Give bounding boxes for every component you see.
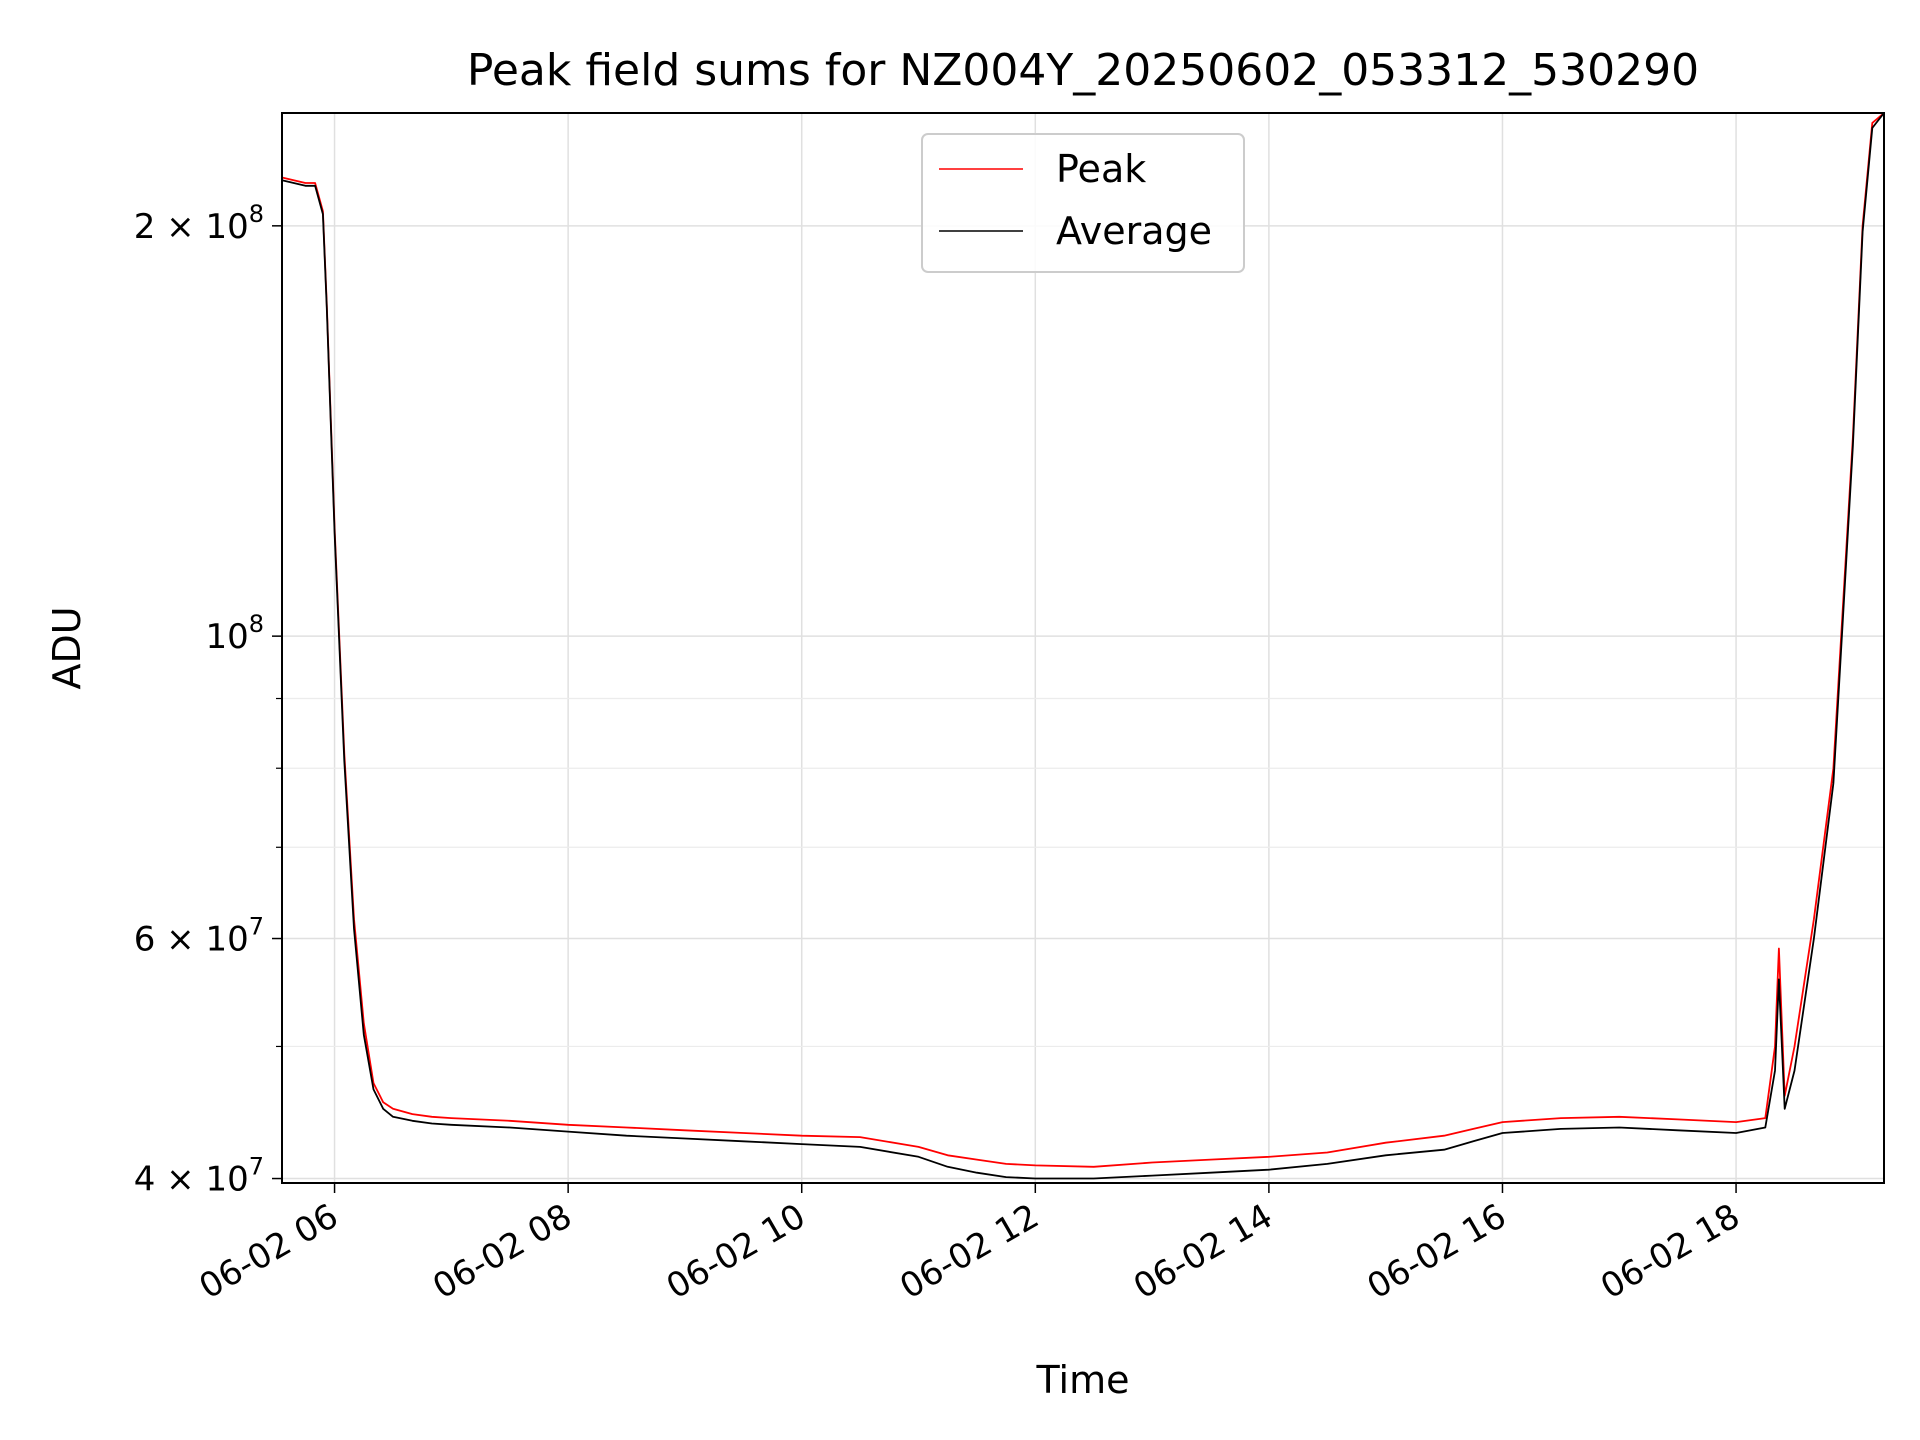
y-tick-label: 2 × 108 (134, 200, 264, 247)
legend-label-average: Average (1056, 209, 1212, 253)
y-tick-label: 4 × 107 (134, 1153, 264, 1200)
y-tick-label: 108 (205, 610, 264, 657)
legend: Peak Average (921, 133, 1245, 273)
x-axis-label: Time (1036, 1358, 1130, 1402)
series-line-peak (281, 112, 1885, 1168)
series-line-average (281, 112, 1885, 1180)
series-lines (281, 112, 1885, 1180)
chart-title: Peak field sums for NZ004Y_20250602_0533… (467, 45, 1699, 96)
y-axis: 4 × 107 6 × 107 108 2 × 108 (134, 200, 282, 1200)
y-axis-label: ADU (45, 606, 89, 689)
legend-label-peak: Peak (1056, 147, 1146, 191)
y-tick-label: 6 × 107 (134, 913, 264, 960)
plot-frame (281, 112, 1885, 1184)
